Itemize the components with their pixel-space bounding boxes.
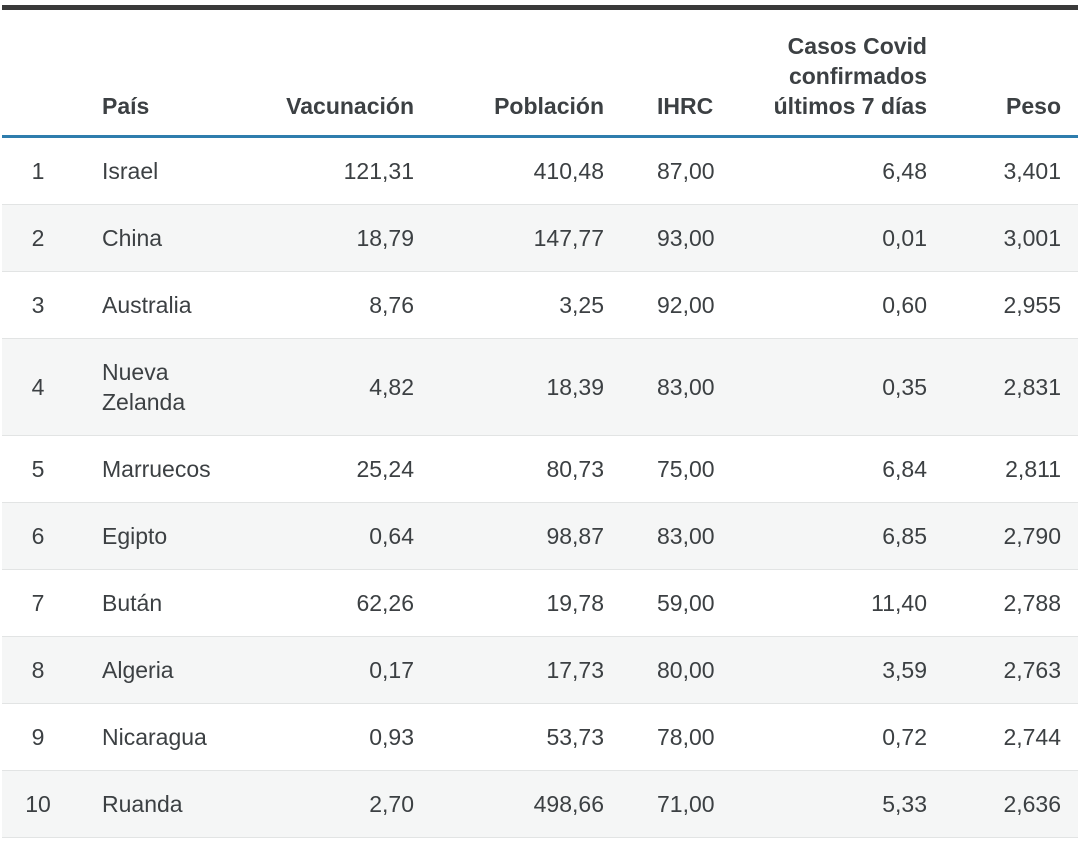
cell-casos-covid: 6,85: [754, 502, 927, 570]
cell-poblacion: 80,73: [414, 435, 604, 503]
cell-pais: Ruanda: [74, 770, 242, 838]
cell-ihrc: 87,00: [604, 136, 754, 205]
cell-pais: Algeria: [74, 636, 242, 704]
cell-peso: 2,811: [927, 435, 1078, 503]
cell-rank: 7: [2, 569, 74, 637]
cell-ihrc: 78,00: [604, 703, 754, 771]
cell-rank: 10: [2, 770, 74, 838]
cell-vacunacion: 4,82: [242, 338, 414, 436]
table-row: 7 Bután 62,26 19,78 59,00 11,40 2,788: [2, 569, 1078, 637]
table-body: 1 Israel 121,31 410,48 87,00 6,48 3,401 …: [2, 136, 1078, 838]
cell-casos-covid: 0,60: [754, 271, 927, 339]
cell-vacunacion: 25,24: [242, 435, 414, 503]
cell-vacunacion: 121,31: [242, 136, 414, 205]
cell-peso: 2,831: [927, 338, 1078, 436]
cell-rank: 2: [2, 204, 74, 272]
cell-casos-covid: 3,59: [754, 636, 927, 704]
table-row: 9 Nicaragua 0,93 53,73 78,00 0,72 2,744: [2, 703, 1078, 771]
cell-peso: 2,636: [927, 770, 1078, 838]
cell-rank: 8: [2, 636, 74, 704]
cell-casos-covid: 5,33: [754, 770, 927, 838]
table-row: 6 Egipto 0,64 98,87 83,00 6,85 2,790: [2, 502, 1078, 570]
cell-pais: Nicaragua: [74, 703, 242, 771]
cell-peso: 2,955: [927, 271, 1078, 339]
cell-pais: Egipto: [74, 502, 242, 570]
cell-peso: 2,790: [927, 502, 1078, 570]
cell-poblacion: 98,87: [414, 502, 604, 570]
cell-casos-covid: 0,01: [754, 204, 927, 272]
cell-ihrc: 92,00: [604, 271, 754, 339]
cell-vacunacion: 0,64: [242, 502, 414, 570]
cell-ihrc: 83,00: [604, 502, 754, 570]
table-row: 10 Ruanda 2,70 498,66 71,00 5,33 2,636: [2, 770, 1078, 838]
cell-poblacion: 18,39: [414, 338, 604, 436]
table-row: 3 Australia 8,76 3,25 92,00 0,60 2,955: [2, 271, 1078, 339]
header-pais: País: [74, 7, 242, 138]
covid-rankings-table-container: País Vacunación Población IHRC Casos Cov…: [2, 5, 1078, 838]
cell-rank: 4: [2, 338, 74, 436]
header-poblacion: Población: [414, 7, 604, 138]
table-row: 2 China 18,79 147,77 93,00 0,01 3,001: [2, 204, 1078, 272]
cell-ihrc: 93,00: [604, 204, 754, 272]
header-rank: [2, 7, 74, 138]
cell-casos-covid: 0,35: [754, 338, 927, 436]
cell-vacunacion: 18,79: [242, 204, 414, 272]
table-row: 5 Marruecos 25,24 80,73 75,00 6,84 2,811: [2, 435, 1078, 503]
cell-rank: 5: [2, 435, 74, 503]
cell-poblacion: 410,48: [414, 136, 604, 205]
cell-rank: 3: [2, 271, 74, 339]
cell-vacunacion: 62,26: [242, 569, 414, 637]
table-row: 1 Israel 121,31 410,48 87,00 6,48 3,401: [2, 136, 1078, 205]
cell-poblacion: 147,77: [414, 204, 604, 272]
cell-ihrc: 71,00: [604, 770, 754, 838]
cell-peso: 2,788: [927, 569, 1078, 637]
cell-vacunacion: 8,76: [242, 271, 414, 339]
cell-pais: Bután: [74, 569, 242, 637]
table-row: 4 Nueva Zelanda 4,82 18,39 83,00 0,35 2,…: [2, 338, 1078, 436]
table-header: País Vacunación Población IHRC Casos Cov…: [2, 7, 1078, 138]
covid-rankings-table: País Vacunación Población IHRC Casos Cov…: [2, 5, 1078, 838]
header-row: País Vacunación Población IHRC Casos Cov…: [2, 7, 1078, 138]
cell-rank: 1: [2, 136, 74, 205]
cell-peso: 2,763: [927, 636, 1078, 704]
cell-peso: 2,744: [927, 703, 1078, 771]
cell-ihrc: 75,00: [604, 435, 754, 503]
header-peso: Peso: [927, 7, 1078, 138]
cell-ihrc: 80,00: [604, 636, 754, 704]
cell-poblacion: 3,25: [414, 271, 604, 339]
cell-pais: Marruecos: [74, 435, 242, 503]
cell-poblacion: 19,78: [414, 569, 604, 637]
header-casos-covid: Casos Covid confirmados últimos 7 días: [754, 7, 927, 138]
cell-peso: 3,401: [927, 136, 1078, 205]
cell-ihrc: 83,00: [604, 338, 754, 436]
cell-pais: Israel: [74, 136, 242, 205]
cell-ihrc: 59,00: [604, 569, 754, 637]
cell-rank: 6: [2, 502, 74, 570]
cell-vacunacion: 0,17: [242, 636, 414, 704]
cell-casos-covid: 6,84: [754, 435, 927, 503]
cell-poblacion: 53,73: [414, 703, 604, 771]
cell-vacunacion: 2,70: [242, 770, 414, 838]
cell-poblacion: 17,73: [414, 636, 604, 704]
table-row: 8 Algeria 0,17 17,73 80,00 3,59 2,763: [2, 636, 1078, 704]
cell-pais: China: [74, 204, 242, 272]
cell-casos-covid: 11,40: [754, 569, 927, 637]
cell-peso: 3,001: [927, 204, 1078, 272]
cell-rank: 9: [2, 703, 74, 771]
cell-vacunacion: 0,93: [242, 703, 414, 771]
cell-casos-covid: 6,48: [754, 136, 927, 205]
cell-pais: Australia: [74, 271, 242, 339]
cell-casos-covid: 0,72: [754, 703, 927, 771]
cell-pais: Nueva Zelanda: [74, 338, 242, 436]
header-ihrc: IHRC: [604, 7, 754, 138]
header-vacunacion: Vacunación: [242, 7, 414, 138]
cell-poblacion: 498,66: [414, 770, 604, 838]
